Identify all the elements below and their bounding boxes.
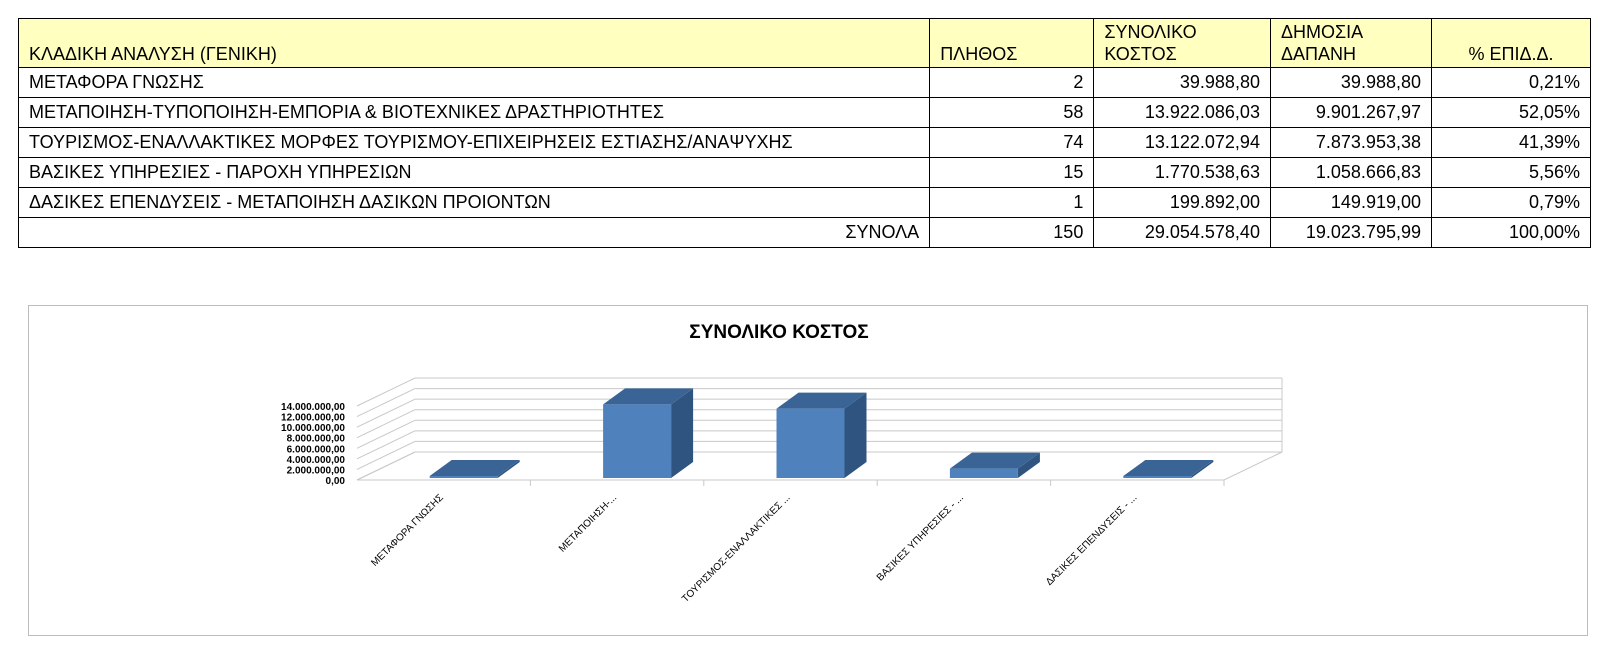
- row-total-cost: 39.988,80: [1093, 67, 1271, 98]
- bar-side: [1017, 452, 1040, 478]
- totals-row: ΣΥΝΟΛΑ 150 29.054.578,40 19.023.795,99 1…: [17, 217, 1591, 248]
- row-public: 149.919,00: [1269, 187, 1433, 218]
- totals-pct: 100,00%: [1431, 217, 1591, 248]
- row-total-cost: 1.770.538,63: [1093, 157, 1271, 188]
- x-category-label: ΜΕΤΑΠΟΙΗΣΗ-...: [557, 492, 619, 554]
- row-total-cost: 13.122.072,94: [1093, 127, 1271, 158]
- row-count: 1: [929, 187, 1095, 218]
- y-tick-label: 14.000.000,00: [281, 402, 345, 413]
- row-count: 2: [929, 67, 1095, 98]
- y-tick-label: 0,00: [326, 476, 346, 487]
- bar-top: [429, 460, 520, 476]
- bar: [949, 452, 1040, 478]
- header-total-cost: ΣΥΝΟΛΙΚΟ ΚΟΣΤΟΣ: [1093, 18, 1271, 68]
- x-category-label: ΔΑΣΙΚΕΣ ΕΠΕΝΔΥΣΕΙΣ - ...: [1044, 492, 1139, 587]
- x-axis-labels: ΜΕΤΑΦΟΡΑ ΓΝΩΣΗΣ ΜΕΤΑΠΟΙΗΣΗ-... ΤΟΥΡΙΣΜΟΣ-Ε…: [369, 480, 1225, 605]
- x-category-label: ΒΑΣΙΚΕΣ ΥΠΗΡΕΣΙΕΣ - ...: [875, 492, 966, 583]
- row-total-cost: 13.922.086,03: [1093, 97, 1271, 128]
- row-category: ΜΕΤΑΠΟΙΗΣΗ-ΤΥΠΟΠΟΙΗΣΗ-ΕΜΠΟΡΙΑ & ΒΙΟΤΕΧΝΙ…: [17, 97, 931, 128]
- y-tick-label: 6.000.000,00: [287, 444, 346, 455]
- row-count: 74: [929, 127, 1095, 158]
- row-count: 15: [929, 157, 1095, 188]
- row-total-cost: 199.892,00: [1093, 187, 1271, 218]
- bar-top: [949, 452, 1040, 469]
- header-total-cost-line2: ΚΟΣΤΟΣ: [1104, 44, 1177, 64]
- gridline-side: [356, 419, 416, 449]
- gridline-side: [356, 430, 416, 460]
- bar-front: [1123, 476, 1192, 478]
- bar-side: [671, 388, 694, 478]
- bar-front: [429, 476, 498, 478]
- bar-side: [844, 392, 867, 478]
- header-count: ΠΛΗΘΟΣ: [929, 18, 1095, 68]
- chart-area: ΣΥΝΟΛΙΚΟ ΚΟΣΤΟΣ 0,00 2.000.000,00 4.000.00…: [28, 305, 1588, 636]
- header-pct: % ΕΠΙΔ.Δ.: [1431, 18, 1591, 68]
- row-public: 1.058.666,83: [1269, 157, 1433, 188]
- gridline-side: [356, 398, 416, 428]
- row-category: ΜΕΤΑΦΟΡΑ ΓΝΩΣΗΣ: [17, 67, 931, 98]
- bar-front: [603, 404, 672, 478]
- bar-top: [1123, 460, 1214, 476]
- row-count: 58: [929, 97, 1095, 128]
- row-public: 39.988,80: [1269, 67, 1433, 98]
- table-row: ΜΕΤΑΠΟΙΗΣΗ-ΤΥΠΟΠΟΙΗΣΗ-ΕΜΠΟΡΙΑ & ΒΙΟΤΕΧΝΙ…: [17, 97, 1591, 128]
- header-category: ΚΛΑΔΙΚΗ ΑΝΑΛΥΣΗ (ΓΕΝΙΚΗ): [17, 18, 931, 68]
- row-pct: 41,39%: [1431, 127, 1591, 158]
- chart-svg: ΣΥΝΟΛΙΚΟ ΚΟΣΤΟΣ 0,002.000.000,004.000.00…: [281, 322, 1283, 605]
- y-tick-label: 10.000.000,00: [281, 423, 345, 434]
- totals-total-cost: 29.054.578,40: [1093, 217, 1271, 248]
- header-public-line2: ΔΑΠΑΝΗ: [1280, 44, 1357, 64]
- bar: [776, 392, 867, 478]
- y-tick-label: 8.000.000,00: [287, 434, 346, 445]
- bar-front: [949, 468, 1018, 478]
- table-row: ΤΟΥΡΙΣΜΟΣ-ΕΝΑΛΛΑΚΤΙΚΕΣ ΜΟΡΦΕΣ ΤΟΥΡΙΣΜΟΥ-…: [17, 127, 1591, 158]
- x-category-label: ΤΟΥΡΙΣΜΟΣ-ΕΝΑΛΛΑΚΤΙΚΕΣ ...: [680, 492, 792, 604]
- row-public: 9.901.267,97: [1269, 97, 1433, 128]
- gridline-side: [356, 377, 416, 407]
- bar-side: [497, 460, 520, 478]
- x-category-label: ΜΕΤΑΦΟΡΑ ΓΝΩΣΗΣ: [369, 492, 445, 568]
- gridline-side: [356, 440, 416, 470]
- row-pct: 0,21%: [1431, 67, 1591, 98]
- gridline-side: [356, 409, 416, 439]
- chart-bars: [429, 388, 1214, 478]
- header-public-spending: ΔΗΜΟΣΙΑ ΔΑΠΑΝΗ: [1269, 18, 1433, 68]
- bar-front: [776, 408, 845, 478]
- y-tick-label: 4.000.000,00: [287, 455, 346, 466]
- y-tick-label: 12.000.000,00: [281, 413, 345, 424]
- row-pct: 52,05%: [1431, 97, 1591, 128]
- gridline-side: [356, 388, 416, 418]
- table-row: ΒΑΣΙΚΕΣ ΥΠΗΡΕΣΙΕΣ - ΠΑΡΟΧΗ ΥΠΗΡΕΣΙΩΝ 15 …: [17, 157, 1591, 188]
- header-total-cost-line1: ΣΥΝΟΛΙΚΟ: [1104, 22, 1197, 42]
- row-public: 7.873.953,38: [1269, 127, 1433, 158]
- row-pct: 5,56%: [1431, 157, 1591, 188]
- table-row: ΜΕΤΑΦΟΡΑ ΓΝΩΣΗΣ 2 39.988,80 39.988,80 0,…: [17, 67, 1591, 98]
- totals-label: ΣΥΝΟΛΑ: [17, 217, 931, 248]
- totals-count: 150: [929, 217, 1095, 248]
- table-header-row: ΚΛΑΔΙΚΗ ΑΝΑΛΥΣΗ (ΓΕΝΙΚΗ) ΠΛΗΘΟΣ ΣΥΝΟΛΙΚΟ…: [17, 18, 1591, 68]
- bar: [1123, 460, 1214, 478]
- chart-title: ΣΥΝΟΛΙΚΟ ΚΟΣΤΟΣ: [689, 322, 868, 343]
- bar: [603, 388, 694, 478]
- row-category: ΤΟΥΡΙΣΜΟΣ-ΕΝΑΛΛΑΚΤΙΚΕΣ ΜΟΡΦΕΣ ΤΟΥΡΙΣΜΟΥ-…: [17, 127, 931, 158]
- row-pct: 0,79%: [1431, 187, 1591, 218]
- row-category: ΒΑΣΙΚΕΣ ΥΠΗΡΕΣΙΕΣ - ΠΑΡΟΧΗ ΥΠΗΡΕΣΙΩΝ: [17, 157, 931, 188]
- sector-analysis-table: ΚΛΑΔΙΚΗ ΑΝΑΛΥΣΗ (ΓΕΝΙΚΗ) ΠΛΗΘΟΣ ΣΥΝΟΛΙΚΟ…: [17, 18, 1591, 248]
- bar-side: [1191, 460, 1214, 478]
- bar: [429, 460, 520, 478]
- bar-top: [776, 392, 867, 409]
- y-axis-ticks: 0,002.000.000,004.000.000,006.000.000,00…: [281, 402, 345, 487]
- header-public-line1: ΔΗΜΟΣΙΑ: [1280, 22, 1364, 42]
- y-tick-label: 2.000.000,00: [287, 465, 346, 476]
- table-row: ΔΑΣΙΚΕΣ ΕΠΕΝΔΥΣΕΙΣ - ΜΕΤΑΠΟΙΗΣΗ ΔΑΣΙΚΩΝ …: [17, 187, 1591, 218]
- totals-public: 19.023.795,99: [1269, 217, 1433, 248]
- bar-top: [603, 388, 694, 405]
- row-category: ΔΑΣΙΚΕΣ ΕΠΕΝΔΥΣΕΙΣ - ΜΕΤΑΠΟΙΗΣΗ ΔΑΣΙΚΩΝ …: [17, 187, 931, 218]
